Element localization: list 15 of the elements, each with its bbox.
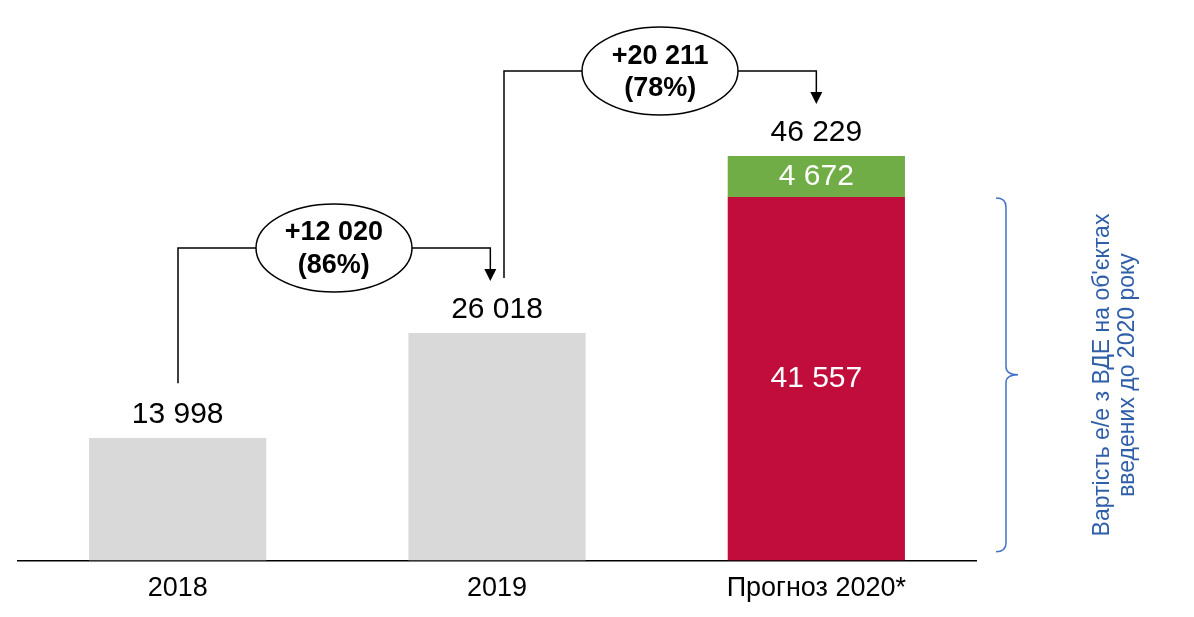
data-label: 4 672 — [778, 157, 854, 191]
text: Вартість е/е з ВДЕ на об'єктах введених до 2020 року — [1087, 212, 1140, 539]
bar — [89, 438, 267, 561]
annotation: +12 020 (86%) — [284, 215, 383, 281]
total-label: 13 998 — [131, 396, 224, 430]
bar — [408, 332, 586, 561]
bar — [727, 156, 905, 197]
total-label: 26 018 — [451, 291, 543, 325]
x-tick-label: Прогноз 2020* — [726, 572, 907, 603]
text: +20 211 (78%) — [611, 38, 709, 104]
x-tick-label: 2018 — [147, 572, 208, 603]
x-tick-label: 2019 — [466, 572, 528, 603]
data-label: 41 557 — [770, 360, 863, 394]
total-label: 46 229 — [770, 114, 863, 148]
bar — [727, 196, 905, 561]
